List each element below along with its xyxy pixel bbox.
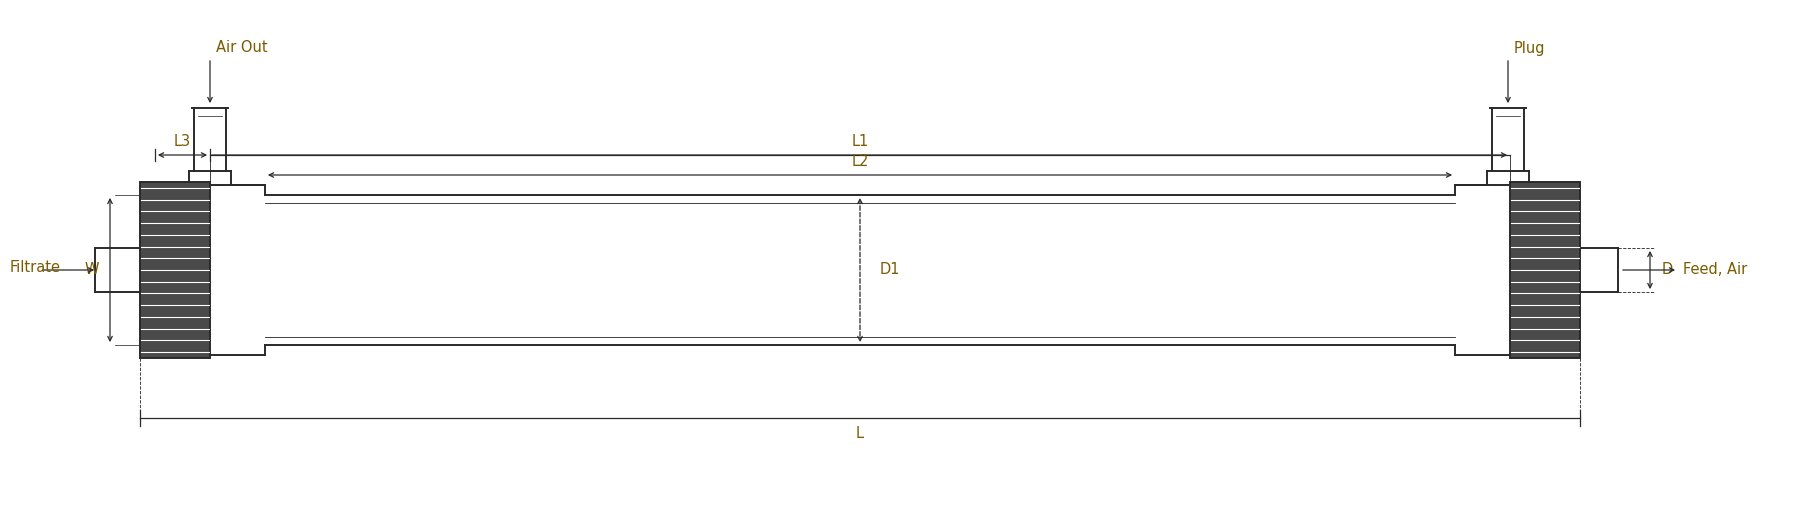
Text: D1: D1: [880, 263, 900, 278]
Text: Feed, Air: Feed, Air: [1683, 263, 1748, 278]
Bar: [140, 182, 210, 358]
Text: D: D: [1661, 263, 1674, 278]
Bar: [1510, 182, 1580, 358]
Text: L: L: [857, 427, 864, 442]
Text: W: W: [84, 263, 99, 278]
Text: Plug: Plug: [1514, 40, 1546, 56]
Text: L3: L3: [174, 134, 190, 148]
Text: Filtrate: Filtrate: [11, 260, 61, 276]
Text: L1: L1: [851, 134, 869, 148]
Text: L2: L2: [851, 154, 869, 169]
Text: Air Out: Air Out: [216, 40, 268, 56]
